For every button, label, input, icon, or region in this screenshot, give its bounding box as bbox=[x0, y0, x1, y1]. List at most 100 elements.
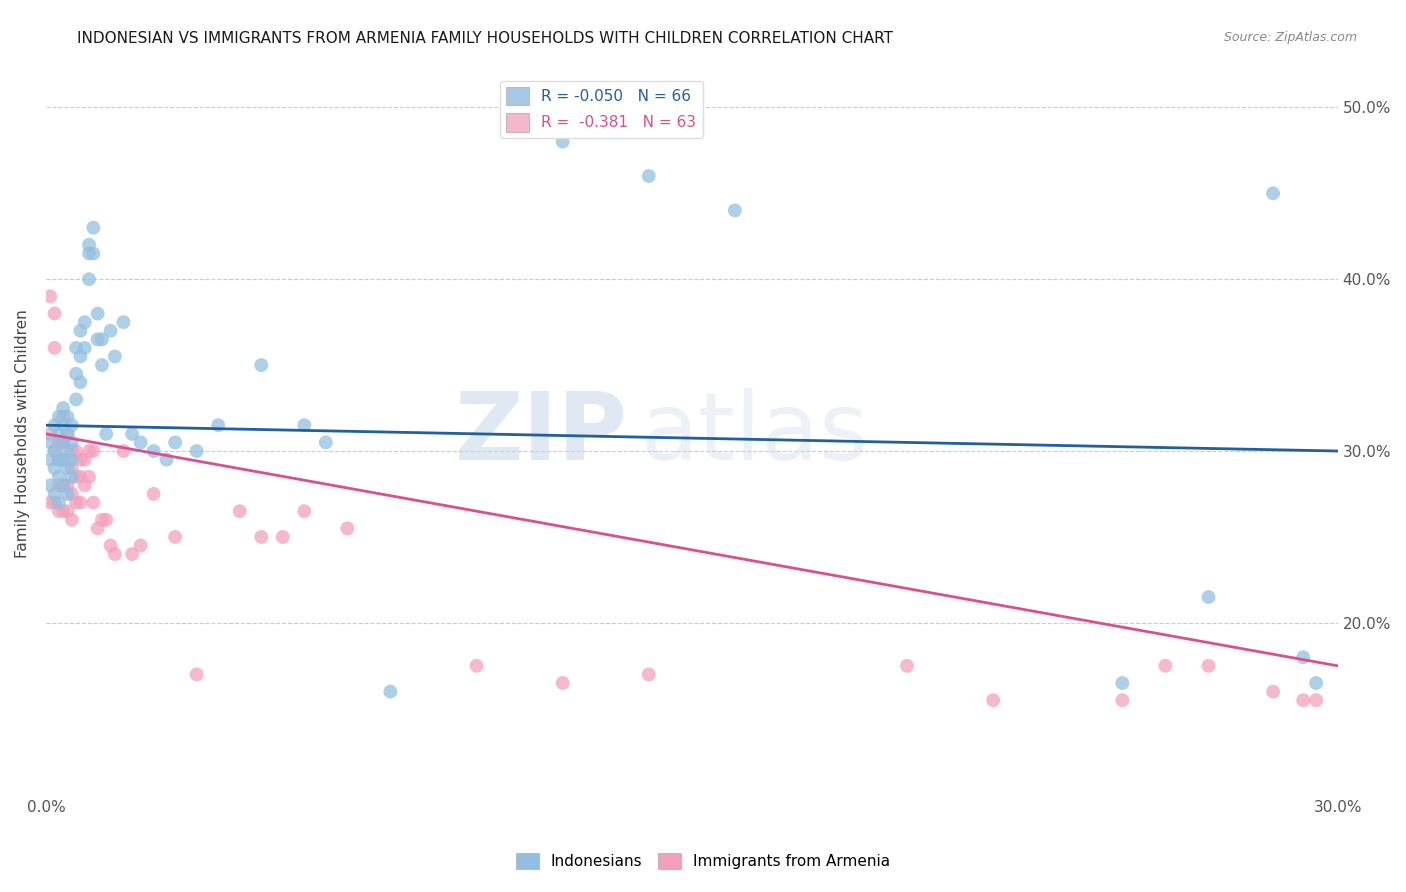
Point bbox=[896, 658, 918, 673]
Point bbox=[56, 461, 79, 475]
Point bbox=[142, 487, 165, 501]
Point bbox=[121, 426, 143, 441]
Point bbox=[52, 435, 75, 450]
Point bbox=[69, 452, 91, 467]
Text: INDONESIAN VS IMMIGRANTS FROM ARMENIA FAMILY HOUSEHOLDS WITH CHILDREN CORRELATIO: INDONESIAN VS IMMIGRANTS FROM ARMENIA FA… bbox=[77, 31, 893, 46]
Point bbox=[39, 452, 62, 467]
Point bbox=[165, 435, 187, 450]
Point bbox=[56, 426, 79, 441]
Point bbox=[65, 341, 87, 355]
Point bbox=[48, 435, 70, 450]
Point bbox=[292, 504, 315, 518]
Point bbox=[82, 495, 104, 509]
Point bbox=[86, 521, 108, 535]
Point bbox=[981, 693, 1004, 707]
Point bbox=[129, 435, 152, 450]
Point bbox=[155, 452, 177, 467]
Point bbox=[1292, 650, 1315, 665]
Point bbox=[69, 350, 91, 364]
Point bbox=[250, 530, 273, 544]
Point bbox=[52, 504, 75, 518]
Point bbox=[48, 452, 70, 467]
Point bbox=[56, 504, 79, 518]
Text: Source: ZipAtlas.com: Source: ZipAtlas.com bbox=[1223, 31, 1357, 45]
Point bbox=[60, 470, 83, 484]
Point bbox=[165, 530, 187, 544]
Point bbox=[91, 513, 114, 527]
Point bbox=[1154, 658, 1177, 673]
Point bbox=[1261, 186, 1284, 201]
Point bbox=[186, 444, 208, 458]
Point bbox=[637, 169, 659, 183]
Point bbox=[60, 461, 83, 475]
Point bbox=[52, 478, 75, 492]
Point bbox=[60, 418, 83, 433]
Point bbox=[96, 426, 118, 441]
Point bbox=[39, 289, 62, 303]
Point bbox=[82, 246, 104, 260]
Point bbox=[48, 504, 70, 518]
Point bbox=[551, 135, 574, 149]
Point bbox=[44, 307, 66, 321]
Point bbox=[186, 667, 208, 681]
Point bbox=[250, 358, 273, 372]
Point bbox=[86, 332, 108, 346]
Point bbox=[52, 452, 75, 467]
Point bbox=[69, 324, 91, 338]
Point bbox=[52, 409, 75, 424]
Point bbox=[65, 367, 87, 381]
Point bbox=[60, 444, 83, 458]
Point bbox=[39, 426, 62, 441]
Point bbox=[56, 426, 79, 441]
Point bbox=[1305, 693, 1327, 707]
Point bbox=[142, 444, 165, 458]
Point bbox=[551, 676, 574, 690]
Point bbox=[60, 513, 83, 527]
Point bbox=[48, 452, 70, 467]
Point bbox=[39, 478, 62, 492]
Point bbox=[228, 504, 250, 518]
Point bbox=[56, 409, 79, 424]
Point bbox=[100, 324, 122, 338]
Point bbox=[73, 341, 96, 355]
Point bbox=[271, 530, 294, 544]
Legend: Indonesians, Immigrants from Armenia: Indonesians, Immigrants from Armenia bbox=[510, 847, 896, 875]
Point bbox=[65, 495, 87, 509]
Point bbox=[315, 435, 337, 450]
Point bbox=[380, 684, 402, 698]
Point bbox=[52, 452, 75, 467]
Point bbox=[39, 435, 62, 450]
Point bbox=[48, 495, 70, 509]
Point bbox=[292, 418, 315, 433]
Legend: R = -0.050   N = 66, R =  -0.381   N = 63: R = -0.050 N = 66, R = -0.381 N = 63 bbox=[501, 80, 703, 137]
Point bbox=[69, 495, 91, 509]
Point bbox=[52, 401, 75, 415]
Point bbox=[91, 358, 114, 372]
Point bbox=[73, 478, 96, 492]
Point bbox=[48, 478, 70, 492]
Point bbox=[77, 272, 100, 286]
Point bbox=[60, 452, 83, 467]
Point bbox=[44, 418, 66, 433]
Point bbox=[73, 452, 96, 467]
Text: ZIP: ZIP bbox=[454, 388, 627, 480]
Point bbox=[77, 237, 100, 252]
Point bbox=[65, 444, 87, 458]
Point bbox=[1261, 684, 1284, 698]
Point bbox=[77, 246, 100, 260]
Point bbox=[60, 435, 83, 450]
Point bbox=[129, 539, 152, 553]
Point bbox=[44, 444, 66, 458]
Point bbox=[69, 376, 91, 390]
Text: atlas: atlas bbox=[640, 388, 869, 480]
Point bbox=[44, 487, 66, 501]
Point bbox=[48, 470, 70, 484]
Point bbox=[91, 332, 114, 346]
Point bbox=[1198, 658, 1220, 673]
Point bbox=[56, 444, 79, 458]
Point bbox=[100, 539, 122, 553]
Point bbox=[73, 315, 96, 329]
Point bbox=[48, 426, 70, 441]
Point bbox=[121, 547, 143, 561]
Point bbox=[44, 341, 66, 355]
